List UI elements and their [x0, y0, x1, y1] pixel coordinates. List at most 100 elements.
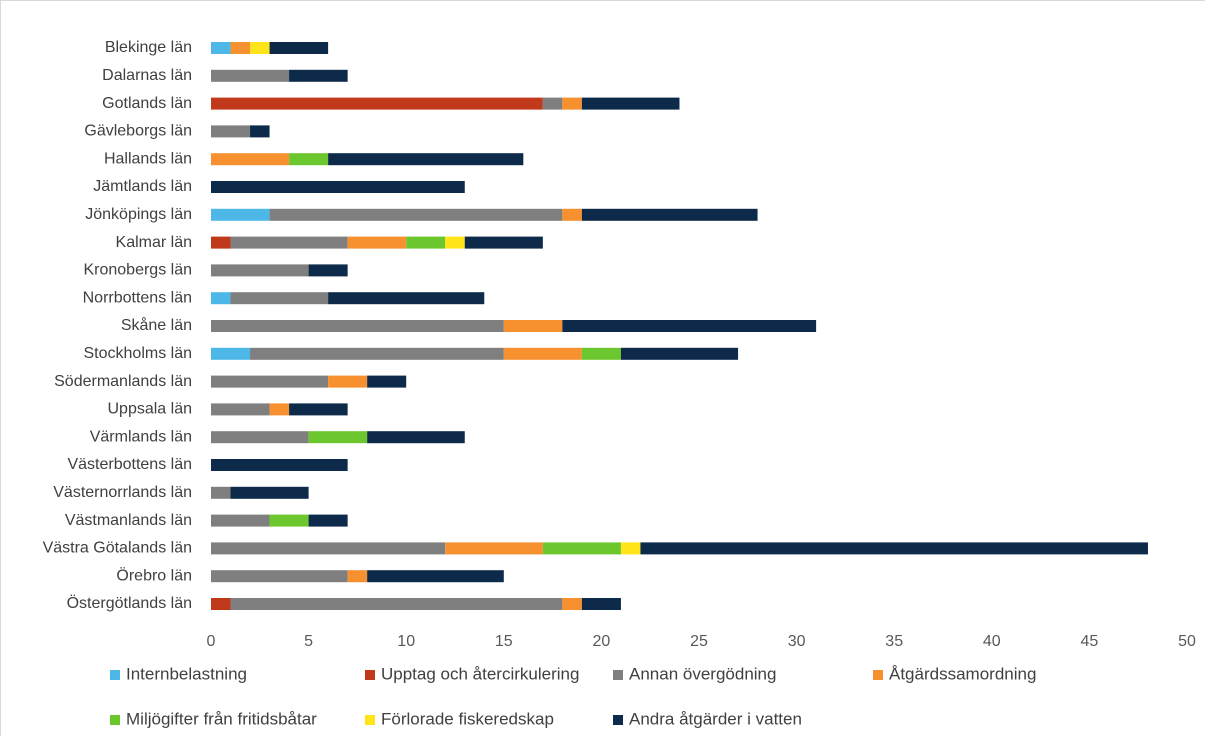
x-tick-label: 50 [1178, 633, 1196, 650]
bar-segment [562, 97, 582, 110]
legend-label: Miljögifter från fritidsbåtar [126, 709, 317, 728]
y-tick-label: Västra Götalands län [43, 540, 192, 557]
bar-segment [211, 42, 231, 54]
legend-swatch [873, 670, 883, 680]
bar-segment [620, 542, 641, 555]
bar-segment [562, 598, 582, 610]
x-tick-label: 0 [207, 633, 216, 650]
y-tick-label: Värmlands län [90, 428, 192, 445]
bar-segment [328, 375, 368, 388]
bar-segment [230, 42, 251, 54]
bar-segment [542, 542, 621, 555]
bar-segment [347, 570, 368, 583]
bar-segment [367, 431, 465, 444]
bar-segment [211, 181, 465, 193]
bar-segment [250, 42, 270, 54]
x-tick-label: 20 [593, 633, 611, 650]
bar-segment [211, 264, 309, 277]
x-tick-label: 45 [1081, 633, 1099, 650]
bar-segment [503, 347, 582, 360]
bar-segment [367, 570, 504, 583]
bar-segment [640, 542, 1148, 555]
bar-segment [211, 403, 270, 416]
bar-segment [269, 403, 290, 416]
y-tick-label: Gotlands län [102, 95, 192, 112]
bar-segment [503, 320, 563, 332]
bar-segment [289, 69, 348, 82]
bar-segment [581, 347, 621, 360]
legend-label: Förlorade fiskeredskap [381, 709, 554, 728]
bar-segment [562, 320, 817, 332]
x-tick-label: 5 [304, 633, 313, 650]
bar-segment [289, 403, 348, 416]
bar-segment [308, 264, 348, 277]
y-tick-label: Kalmar län [116, 234, 192, 251]
y-tick-label: Stockholms län [84, 345, 193, 362]
bar-segment [581, 208, 758, 221]
bar-segment [328, 292, 485, 305]
bar-segment [269, 208, 563, 221]
bar-segment [211, 97, 543, 110]
bar-segment [211, 125, 251, 138]
bar-segment [211, 347, 251, 360]
bar-segment [211, 459, 348, 471]
bar-segment [211, 570, 348, 583]
y-tick-label: Skåne län [121, 316, 192, 334]
bar-segment [211, 208, 270, 221]
bar-segment [211, 292, 231, 305]
bar-segment [581, 598, 621, 610]
bar-segment [581, 97, 680, 110]
y-tick-label: Södermanlands län [54, 373, 192, 390]
y-tick-label: Gävleborgs län [84, 123, 192, 140]
bar-segment [250, 125, 270, 138]
y-tick-label: Västernorrlands län [53, 484, 192, 501]
legend-swatch [365, 670, 375, 680]
bar-segment [308, 514, 348, 527]
bar-segment [211, 542, 446, 555]
bar-segment [211, 598, 231, 610]
bar-segment [289, 153, 329, 166]
bar-segment [445, 542, 543, 555]
bar-segment [211, 431, 309, 444]
bar-segment [211, 320, 504, 332]
bar-segment [211, 69, 290, 82]
legend-label: Andra åtgärder i vatten [629, 709, 802, 728]
bar-segment [562, 208, 582, 221]
bar-segment [211, 375, 329, 388]
bar-segment [230, 598, 563, 610]
y-tick-label: Västmanlands län [65, 512, 192, 529]
bar-segment [230, 292, 329, 305]
legend-swatch [110, 715, 120, 725]
legend-label: Annan övergödning [629, 664, 776, 683]
y-tick-label: Blekinge län [105, 39, 192, 56]
legend-swatch [613, 715, 623, 725]
bar-segment [406, 236, 446, 249]
x-tick-label: 30 [788, 633, 806, 650]
y-tick-label: Jämtlands län [93, 178, 192, 195]
x-tick-label: 15 [495, 633, 513, 650]
x-tick-label: 35 [885, 633, 903, 650]
y-tick-label: Jönköpings län [85, 206, 192, 223]
legend-swatch [613, 670, 623, 680]
bar-segment [211, 486, 231, 499]
legend-label: Åtgärdssamordning [889, 664, 1036, 683]
bar-segment [230, 236, 348, 249]
y-tick-label: Västerbottens län [67, 456, 192, 473]
bar-segment [250, 347, 504, 360]
legend-swatch [365, 715, 375, 725]
bar-segment [269, 42, 329, 54]
bar-segment [367, 375, 407, 388]
y-tick-label: Hallands län [104, 150, 192, 167]
bar-segment [347, 236, 407, 249]
y-tick-label: Örebro län [116, 566, 192, 584]
legend-swatch [110, 670, 120, 680]
y-tick-label: Uppsala län [108, 401, 193, 418]
x-tick-label: 25 [690, 633, 708, 650]
bar-segment [269, 514, 309, 527]
y-tick-label: Dalarnas län [102, 67, 192, 84]
bar-segment [211, 514, 270, 527]
x-tick-label: 10 [397, 633, 415, 650]
y-tick-label: Östergötlands län [67, 594, 192, 612]
